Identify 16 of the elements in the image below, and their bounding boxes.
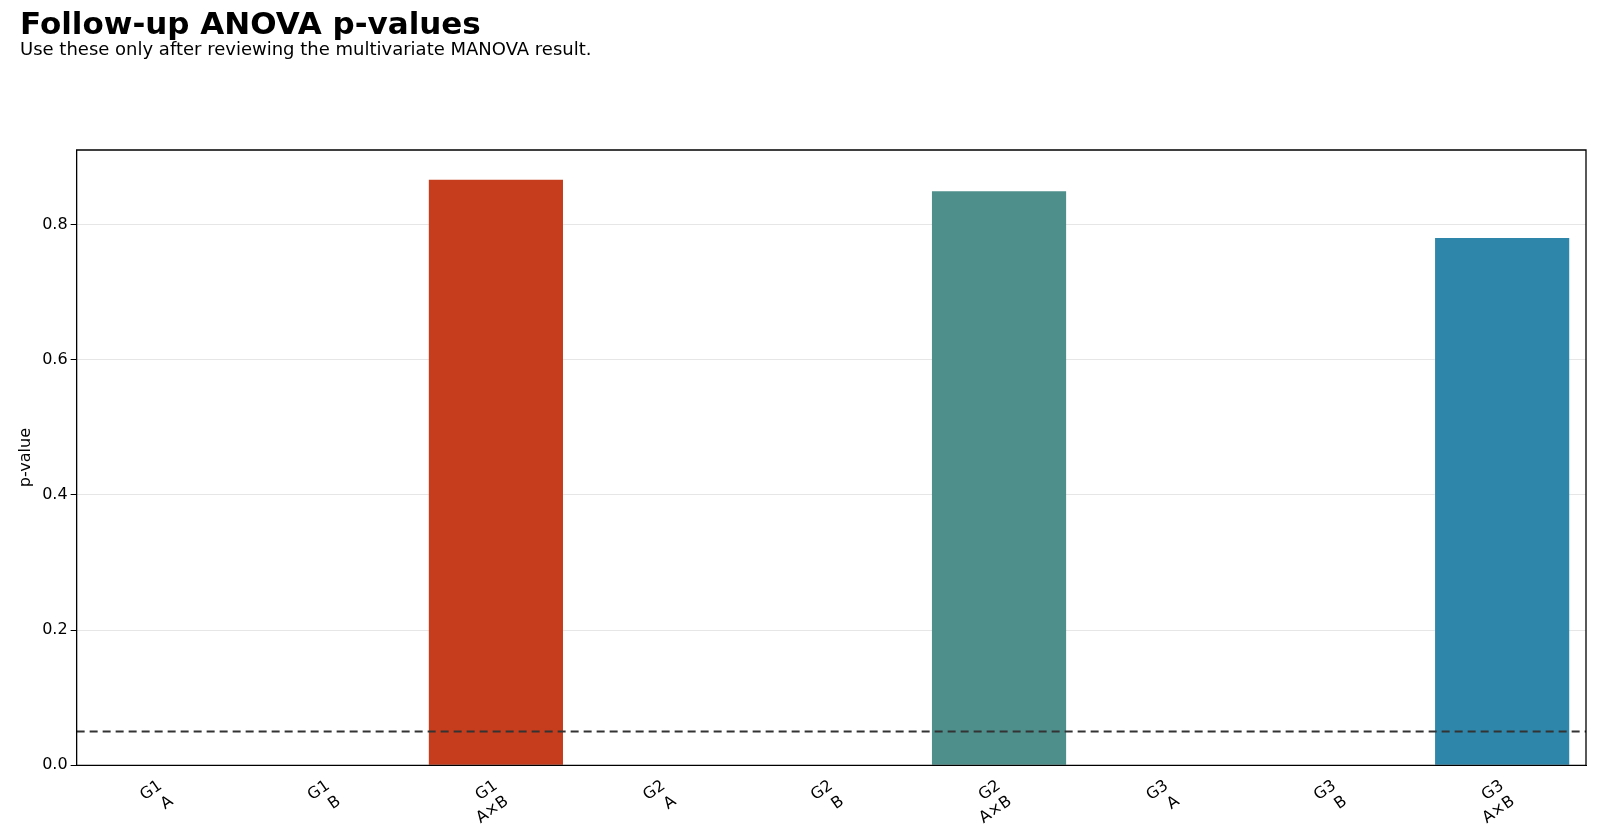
y-tick-label: 0.2 xyxy=(42,619,68,639)
bar xyxy=(931,191,1067,765)
bar xyxy=(1435,237,1570,765)
y-tick-label: 0.6 xyxy=(42,348,68,368)
x-tick-label: G3 A xyxy=(1142,775,1183,813)
x-tick-label: G3 B xyxy=(1309,775,1351,813)
y-axis-title: p-value xyxy=(14,428,34,488)
y-tick-label: 0.0 xyxy=(42,754,68,774)
y-tick-label: 0.8 xyxy=(42,213,68,233)
x-tick-label: G2 B xyxy=(806,775,848,813)
y-tick-label: 0.4 xyxy=(42,483,68,503)
x-tick-label: G1 B xyxy=(303,775,344,813)
x-tick-label: G1 A xyxy=(135,775,177,813)
x-tick-label: G2 A xyxy=(638,775,680,813)
bar xyxy=(428,179,563,765)
chart-title: Follow-up ANOVA p-values xyxy=(20,5,481,41)
